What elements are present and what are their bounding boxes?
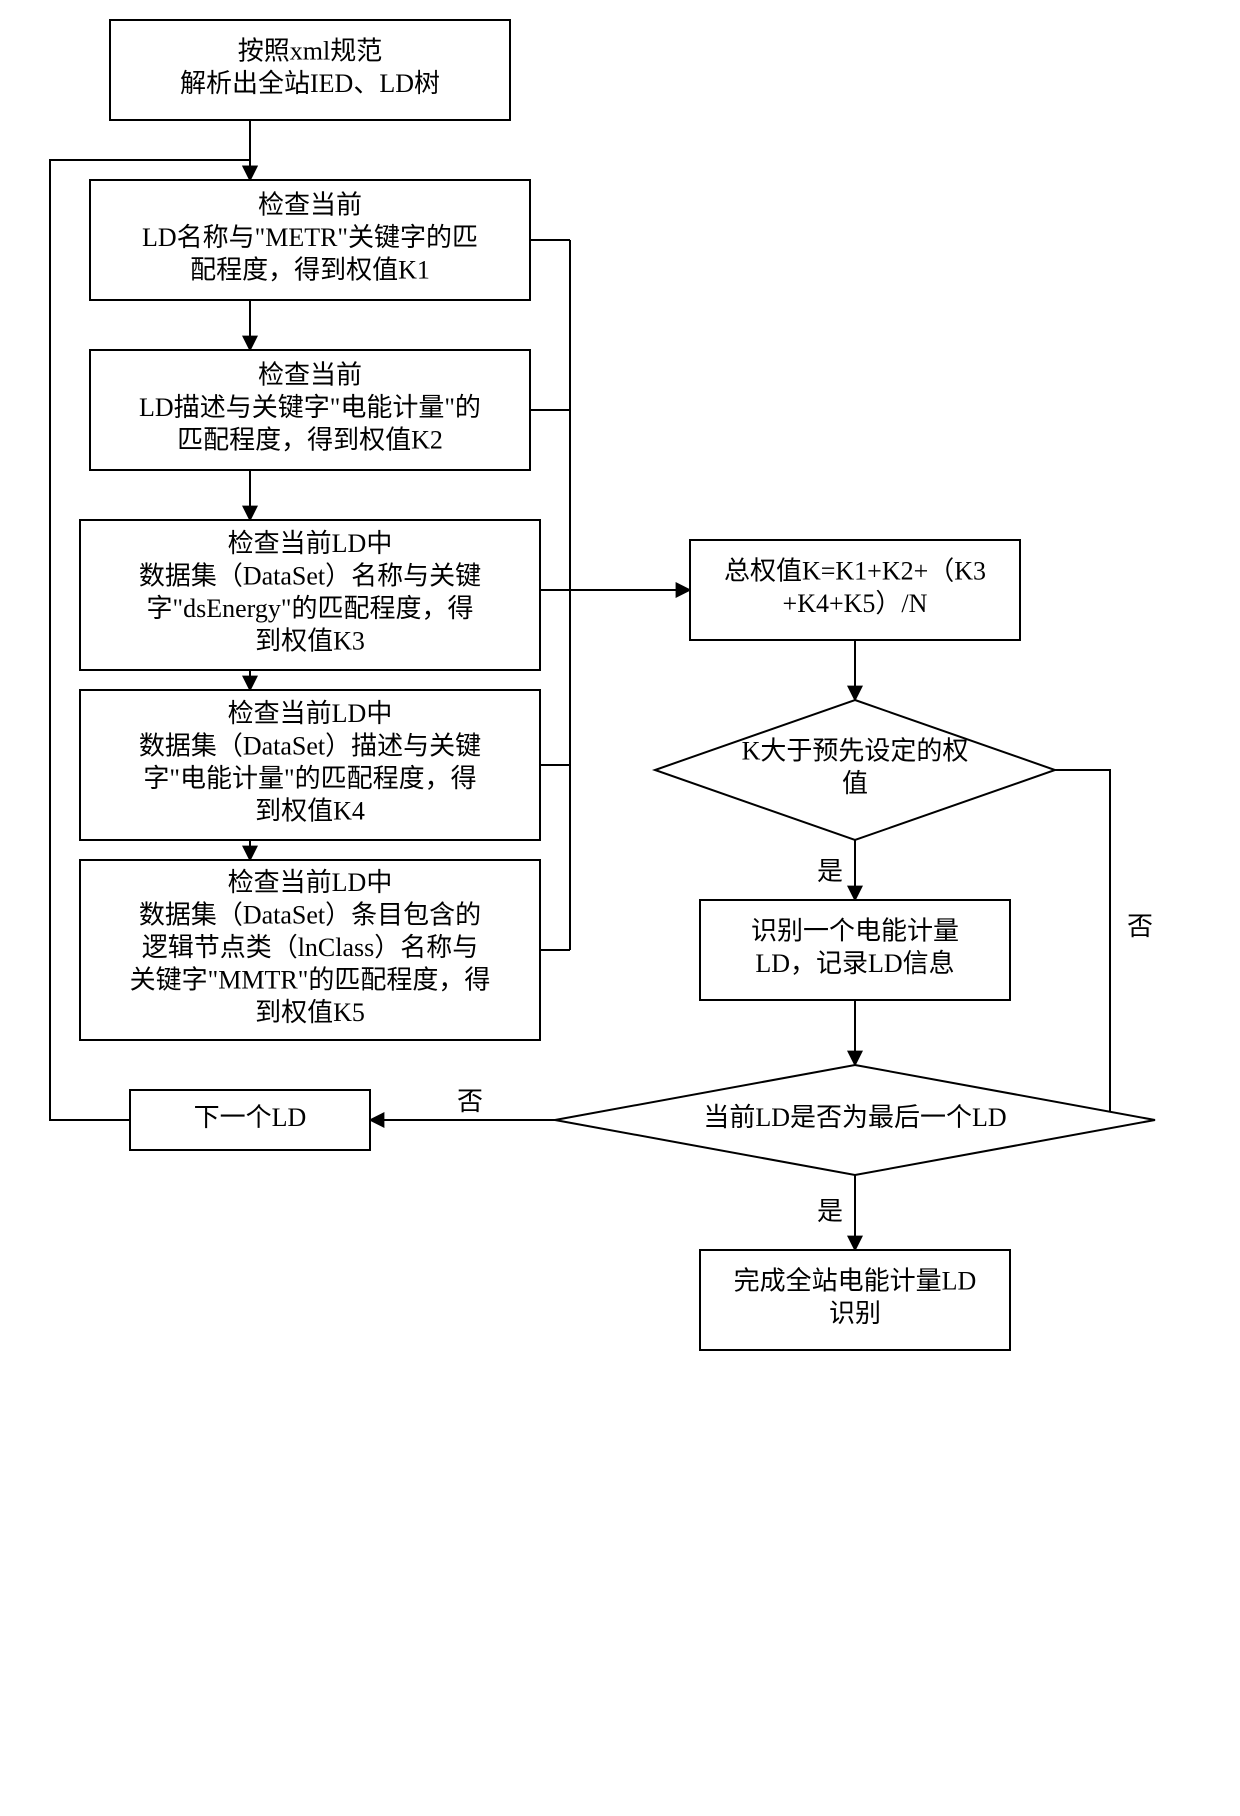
edge-label-dec1-yes: 是 bbox=[817, 857, 843, 886]
node-k3-text-line-0: 检查当前LD中 bbox=[228, 529, 393, 558]
edge-dec1-no bbox=[1055, 770, 1110, 1060]
node-k3-text-line-2: 字"dsEnergy"的匹配程度，得 bbox=[147, 594, 474, 623]
node-k5-text-line-2: 逻辑节点类（lnClass）名称与 bbox=[142, 933, 479, 962]
node-k2-text-line-1: LD描述与关键字"电能计量"的 bbox=[139, 393, 481, 422]
node-k1-text-line-2: 配程度，得到权值K1 bbox=[190, 255, 430, 284]
node-start-text-line-1: 解析出全站IED、LD树 bbox=[180, 69, 440, 98]
node-k5-text-line-1: 数据集（DataSet）条目包含的 bbox=[139, 900, 481, 929]
node-k4-text-line-1: 数据集（DataSet）描述与关键 bbox=[139, 732, 481, 761]
node-k2-text-line-0: 检查当前 bbox=[258, 360, 362, 389]
node-k5-text-line-3: 关键字"MMTR"的匹配程度，得 bbox=[130, 965, 491, 994]
node-dec1-text-line-1: 值 bbox=[842, 769, 868, 798]
node-k3-text-line-1: 数据集（DataSet）名称与关键 bbox=[139, 562, 481, 591]
node-k1-text-line-0: 检查当前 bbox=[258, 190, 362, 219]
node-k4-text-line-2: 字"电能计量"的匹配程度，得 bbox=[143, 764, 476, 793]
node-k4-text-line-0: 检查当前LD中 bbox=[228, 699, 393, 728]
flowchart-canvas: 是否是否按照xml规范解析出全站IED、LD树检查当前LD名称与"METR"关键… bbox=[0, 0, 1240, 1816]
node-next-text-line-0: 下一个LD bbox=[194, 1103, 307, 1132]
node-start-text-line-0: 按照xml规范 bbox=[238, 37, 382, 66]
node-k2-text-line-2: 匹配程度，得到权值K2 bbox=[177, 425, 443, 454]
node-k1-text-line-1: LD名称与"METR"关键字的匹 bbox=[142, 223, 478, 252]
node-done-text-line-0: 完成全站电能计量LD bbox=[734, 1267, 977, 1296]
node-k5-text-line-0: 检查当前LD中 bbox=[228, 868, 393, 897]
edge-label-dec2-yes: 是 bbox=[817, 1197, 843, 1226]
node-dec1-text-line-0: K大于预先设定的权 bbox=[742, 737, 969, 766]
node-dec2-text-line-0: 当前LD是否为最后一个LD bbox=[703, 1103, 1006, 1132]
node-done-text-line-1: 识别 bbox=[829, 1299, 881, 1328]
edge-label-dec1-no: 否 bbox=[1127, 912, 1153, 941]
node-rec-text-line-0: 识别一个电能计量 bbox=[751, 917, 959, 946]
node-k5-text-line-4: 到权值K5 bbox=[255, 998, 365, 1027]
node-ktot-text-line-1: +K4+K5）/N bbox=[783, 589, 928, 618]
node-k4-text-line-3: 到权值K4 bbox=[255, 797, 365, 826]
node-k3-text-line-3: 到权值K3 bbox=[255, 627, 365, 656]
edge-label-dec2-no: 否 bbox=[457, 1087, 483, 1116]
node-ktot-text-line-0: 总权值K=K1+K2+（K3 bbox=[724, 557, 986, 586]
node-rec-text-line-1: LD，记录LD信息 bbox=[755, 949, 954, 978]
